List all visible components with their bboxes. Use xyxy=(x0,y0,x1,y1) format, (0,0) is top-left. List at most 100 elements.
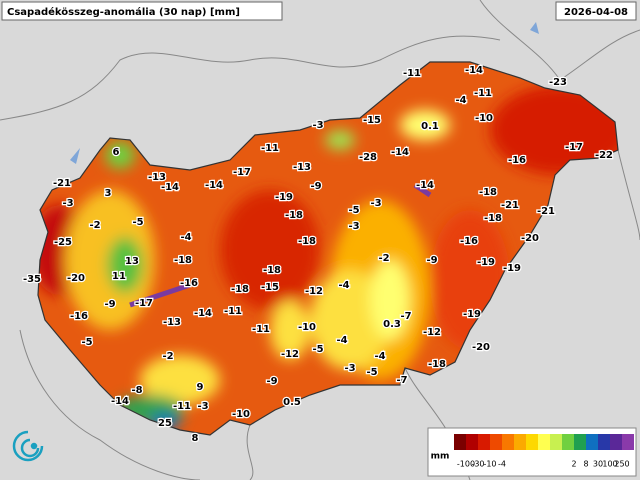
station-value: -15 xyxy=(363,115,381,126)
station-value: -3 xyxy=(197,401,208,412)
station-value: -7 xyxy=(396,375,407,386)
station-value: -14 xyxy=(391,147,409,158)
station-value: -11 xyxy=(224,306,242,317)
station-value: 6 xyxy=(113,147,120,158)
station-value: -13 xyxy=(293,162,311,173)
station-value: -21 xyxy=(501,200,519,211)
station-value: 3 xyxy=(105,188,112,199)
station-value: -9 xyxy=(266,376,277,387)
station-value: -16 xyxy=(180,278,198,289)
station-value: -10 xyxy=(475,113,493,124)
station-value: -18 xyxy=(298,236,316,247)
station-value: -12 xyxy=(281,349,299,360)
station-value: -16 xyxy=(70,311,88,322)
station-value: -19 xyxy=(477,257,495,268)
station-value: -18 xyxy=(479,187,497,198)
station-value: -14 xyxy=(416,180,434,191)
station-value: -11 xyxy=(173,401,191,412)
station-value: -19 xyxy=(463,309,481,320)
station-value: -14 xyxy=(465,65,483,76)
station-value: -3 xyxy=(312,120,323,131)
station-value: -5 xyxy=(348,205,359,216)
station-value: -9 xyxy=(104,299,115,310)
station-value: 0.3 xyxy=(383,319,401,330)
legend-swatch xyxy=(466,434,478,450)
date-box xyxy=(555,1,637,21)
date: 2026-04-08 xyxy=(564,7,628,18)
station-value: -19 xyxy=(503,263,521,274)
station-value: -5 xyxy=(81,337,92,348)
station-value: -9 xyxy=(426,255,437,266)
station-value: -11 xyxy=(252,324,270,335)
station-value: -12 xyxy=(423,327,441,338)
station-value: -3 xyxy=(348,221,359,232)
legend-swatch xyxy=(622,434,634,450)
station-value: -18 xyxy=(231,284,249,295)
station-value: 13 xyxy=(125,256,139,267)
station-value: -20 xyxy=(472,342,490,353)
station-value: -11 xyxy=(474,88,492,99)
legend-label: 30 xyxy=(593,460,603,469)
station-value: -13 xyxy=(163,317,181,328)
legend-swatch xyxy=(574,434,586,450)
station-value: -15 xyxy=(261,282,279,293)
station-value: -16 xyxy=(508,155,526,166)
legend-swatch xyxy=(610,434,622,450)
station-value: -14 xyxy=(111,396,129,407)
legend-label: -30 xyxy=(471,460,484,469)
station-value: -4 xyxy=(338,280,349,291)
station-value: -17 xyxy=(565,142,583,153)
station-value: -5 xyxy=(312,344,323,355)
station-value: -21 xyxy=(53,178,71,189)
station-value: -18 xyxy=(428,359,446,370)
station-value: -2 xyxy=(89,220,100,231)
legend-label: 8 xyxy=(583,460,588,469)
legend-label: -100 xyxy=(457,460,475,469)
station-value: -5 xyxy=(132,217,143,228)
station-value: -20 xyxy=(521,233,539,244)
station-value: -17 xyxy=(135,298,153,309)
station-value: -2 xyxy=(378,253,389,264)
station-value: -16 xyxy=(460,236,478,247)
title: Csapadékösszeg-anomália (30 nap) [mm] xyxy=(7,6,240,18)
station-value: -18 xyxy=(263,265,281,276)
legend-swatch xyxy=(538,434,550,450)
station-value: 0.1 xyxy=(421,121,439,132)
legend-unit: mm xyxy=(431,452,450,462)
station-value: -13 xyxy=(148,172,166,183)
legend-swatch xyxy=(562,434,574,450)
station-value: -10 xyxy=(232,409,250,420)
station-value: -21 xyxy=(537,206,555,217)
station-value: -10 xyxy=(298,322,316,333)
station-value: -19 xyxy=(275,192,293,203)
station-value: -5 xyxy=(366,367,377,378)
legend-swatch xyxy=(454,434,466,450)
legend-swatch xyxy=(586,434,598,450)
station-value: 25 xyxy=(158,418,172,429)
station-value: -23 xyxy=(549,77,567,88)
legend-label: 100 xyxy=(602,460,617,469)
legend-label: 2 xyxy=(571,460,576,469)
logo xyxy=(12,430,44,462)
station-value: -4 xyxy=(455,95,466,106)
legend-swatch xyxy=(490,434,502,450)
station-value: 11 xyxy=(112,271,126,282)
legend-label: -10 xyxy=(483,460,496,469)
station-value: -22 xyxy=(595,150,613,161)
station-value: 9 xyxy=(197,382,204,393)
title-box xyxy=(1,1,283,21)
station-value: -3 xyxy=(62,198,73,209)
legend-swatch xyxy=(514,434,526,450)
station-value: -2 xyxy=(162,351,173,362)
station-value: -18 xyxy=(484,213,502,224)
station-value: -18 xyxy=(174,255,192,266)
station-value: -4 xyxy=(374,351,385,362)
legend-swatch xyxy=(598,434,610,450)
station-value: -20 xyxy=(67,273,85,284)
station-value: -12 xyxy=(305,286,323,297)
station-value: -9 xyxy=(310,181,321,192)
legend-swatch xyxy=(478,434,490,450)
